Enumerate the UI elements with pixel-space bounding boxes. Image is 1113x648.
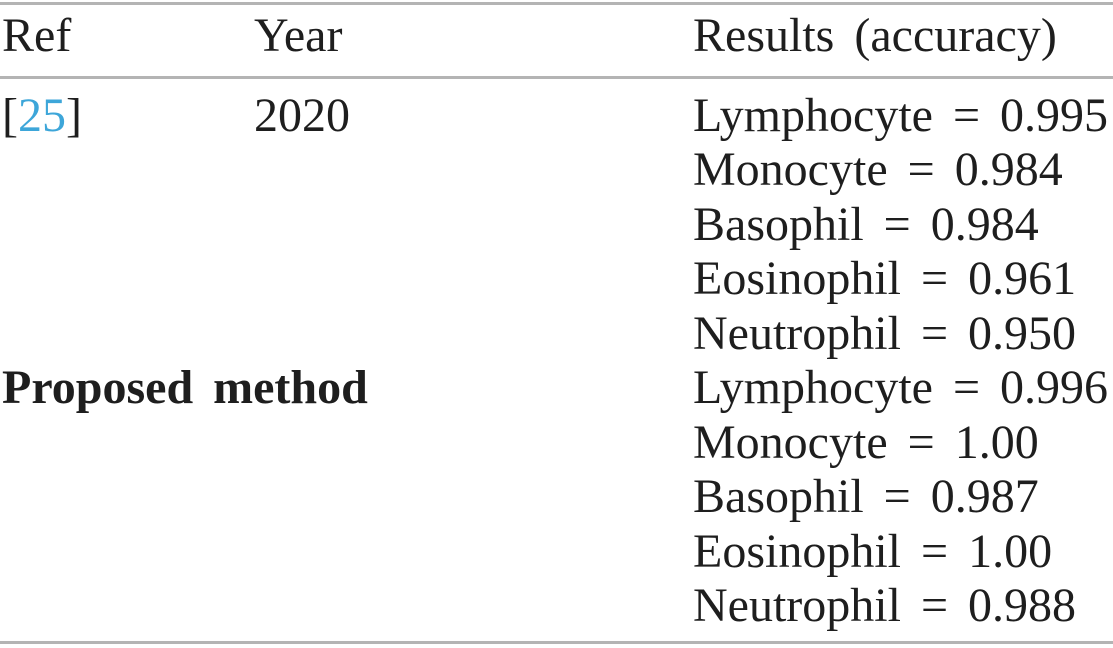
results-cell: Lymphocyte = 0.996 Monocyte = 1.00 Basophi… <box>693 361 1113 643</box>
header-row: Ref Year Results (accuracy) <box>0 4 1113 78</box>
results-list: Lymphocyte = 0.995 Monocyte = 0.984 Basoph… <box>693 89 1113 362</box>
table-header: Ref Year Results (accuracy) <box>0 4 1113 78</box>
header-results: Results (accuracy) <box>693 8 1057 62</box>
result-line: Lymphocyte = 0.996 <box>693 361 1109 414</box>
ref-cell: [25] <box>0 78 254 362</box>
header-ref: Ref <box>2 8 72 62</box>
method-cell: Proposed method <box>2 361 368 414</box>
result-line: Basophil = 0.984 <box>693 197 1039 251</box>
results-cell: Lymphocyte = 0.995 Monocyte = 0.984 Basoph… <box>693 78 1113 362</box>
year-cell: 2020 <box>254 88 350 142</box>
result-line: Neutrophil = 0.950 <box>693 306 1077 360</box>
result-line: Monocyte = 1.00 <box>693 415 1039 469</box>
result-line: Eosinophil = 1.00 <box>693 524 1053 578</box>
result-line: Neutrophil = 0.988 <box>693 579 1077 632</box>
result-line: Eosinophil = 0.961 <box>693 252 1077 305</box>
result-line: Monocyte = 0.984 <box>693 143 1063 196</box>
result-line: Lymphocyte = 0.995 <box>693 88 1109 142</box>
header-year: Year <box>254 8 343 62</box>
citation-link-25[interactable]: 25 <box>17 88 66 142</box>
result-line: Basophil = 0.987 <box>693 470 1039 523</box>
table-row-proposed-method: Proposed method Lymphocyte = 0.996 Monocy… <box>0 361 1113 643</box>
results-list: Lymphocyte = 0.996 Monocyte = 1.00 Basophi… <box>693 361 1113 634</box>
citation-bracket-open: [ <box>2 88 18 142</box>
citation-bracket-close: ] <box>65 88 82 142</box>
table-row-ref-25: [25] 2020 Lymphocyte = 0.995 Monocyte = 0… <box>0 78 1113 362</box>
table-body: [25] 2020 Lymphocyte = 0.995 Monocyte = 0… <box>0 78 1113 643</box>
